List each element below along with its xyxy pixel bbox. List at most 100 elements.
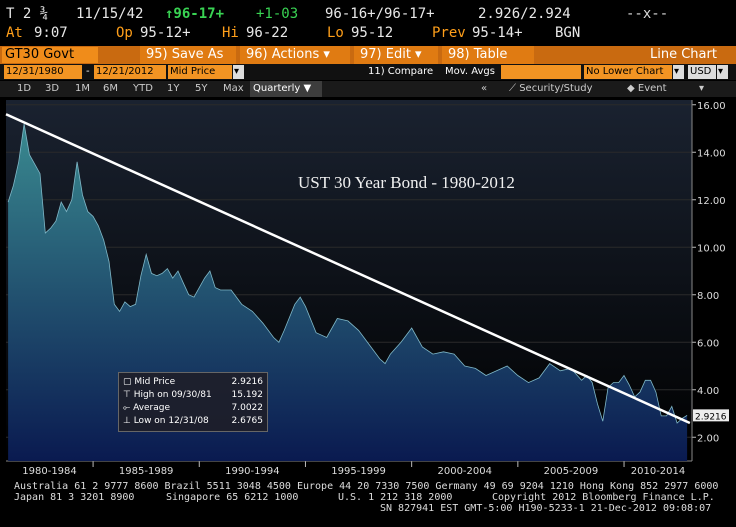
edit-label: 97) Edit ▾: [360, 47, 422, 62]
quote-header: T 2 ¾ 11/15/42 ↑96-17+ +1-03 96-16+/96-1…: [0, 0, 736, 46]
footer-copyright: Copyright 2012 Bloomberg Finance L.P.: [492, 492, 715, 503]
collapse-button[interactable]: «: [481, 83, 488, 94]
last-value-label: 2.9216: [695, 412, 727, 422]
x-tick-label: 2000-2004: [437, 466, 492, 477]
maturity: 11/15/42: [76, 6, 144, 22]
tab-6m[interactable]: 6M: [103, 83, 118, 94]
legend-value-high: 15.192: [231, 390, 264, 400]
chart-controls: 12/31/1980 - 12/21/2012 Mid Price ▾ 11) …: [0, 64, 736, 80]
bid-ask: 96-16+/96-17+: [325, 6, 435, 22]
y-tick-label: 10.00: [697, 243, 726, 254]
line-series-mid-price: [7, 123, 688, 424]
view-title: Line Chart: [650, 47, 717, 62]
y-tick-label: 2.00: [697, 433, 719, 444]
high-label: Hi: [222, 25, 239, 41]
low-label: Lo: [327, 25, 344, 41]
legend-row-low: ⊥ Low on 12/31/08 2.6765: [123, 415, 263, 427]
footer-japan: Japan 81 3 3201 8900: [14, 492, 135, 503]
table-button[interactable]: 98) Table: [442, 46, 534, 64]
trend-line: [5, 113, 691, 425]
legend-row-high: ⊤ High on 09/30/81 15.192: [123, 389, 263, 401]
legend-label-mid: Mid Price: [134, 377, 176, 387]
legend-row-mid: ▢ Mid Price 2.9216: [123, 376, 263, 388]
open-label: Op: [116, 25, 133, 41]
mov-avgs-field[interactable]: [501, 65, 581, 79]
chart-annotation-title: UST 30 Year Bond - 1980-2012: [298, 173, 515, 192]
tab-1d[interactable]: 1D: [17, 83, 32, 94]
end-date-field[interactable]: 12/21/2012: [94, 65, 166, 79]
legend-label-high: High on 09/30/81: [133, 390, 212, 400]
footer: Australia 61 2 9777 8600 Brazil 5511 304…: [0, 479, 736, 527]
currency-select[interactable]: USD: [688, 65, 716, 79]
edit-menu[interactable]: 97) Edit ▾: [354, 46, 438, 64]
x-tick-label: 1995-1999: [331, 466, 386, 477]
settings-dropdown[interactable]: ▾: [699, 83, 705, 94]
x-tick-label: 1985-1989: [119, 466, 174, 477]
last-value-tag: [693, 409, 729, 422]
start-date-field[interactable]: 12/31/1980: [4, 65, 82, 79]
y-tick-label: 6.00: [697, 338, 719, 349]
net-change: +1-03: [256, 6, 299, 22]
dash-indicator: --x--: [626, 6, 669, 22]
chart-line-icon: ⟋: [509, 83, 520, 94]
quote-time: 9:07: [34, 25, 68, 41]
currency-dropdown-icon[interactable]: ▾: [717, 65, 728, 79]
x-tick-label: 2005-2009: [544, 466, 599, 477]
security-input[interactable]: GT30 Govt: [2, 47, 98, 63]
prev-label: Prev: [432, 25, 466, 41]
event-button[interactable]: ◆ Event: [624, 81, 670, 97]
lower-chart-select[interactable]: No Lower Chart: [584, 65, 672, 79]
actions-label: 96) Actions ▾: [246, 47, 330, 62]
legend-value-avg: 7.0022: [231, 403, 264, 413]
function-toolbar: GT30 Govt 95) Save As 96) Actions ▾ 97) …: [0, 46, 736, 64]
period-select[interactable]: Quarterly ▼: [250, 81, 322, 97]
actions-menu[interactable]: 96) Actions ▾: [240, 46, 350, 64]
line-chart: 2.00 4.00 6.00 8.00 10.00 12.00 14.00 16.00 1980…: [0, 97, 736, 479]
table-label: 98) Table: [448, 47, 508, 62]
period-tabs: 1D 3D 1M 6M YTD 1Y 5Y Max Quarterly ▼ « …: [0, 81, 736, 97]
security-study-button[interactable]: ⟋ Security/Study: [506, 81, 596, 97]
footer-session: SN 827941 EST GMT-5:00 H190-5233-1 21-De…: [380, 503, 712, 514]
legend-value-low: 2.6765: [231, 416, 264, 426]
last-price: ↑96-17+: [165, 6, 225, 22]
legend-swatch-icon: ▢: [123, 377, 135, 387]
y-tick-label: 14.00: [697, 148, 726, 159]
mov-avgs-button[interactable]: Mov. Avgs: [445, 66, 495, 77]
tab-max[interactable]: Max: [223, 83, 244, 94]
save-as-button[interactable]: 95) Save As: [140, 46, 236, 64]
tab-1y[interactable]: 1Y: [167, 83, 180, 94]
avg-marker-icon: ⟜: [123, 403, 134, 413]
legend-label-low: Low on 12/31/08: [133, 416, 209, 426]
save-as-label: 95) Save As: [146, 47, 224, 62]
high-price: 96-22: [246, 25, 289, 41]
x-tick-label: 1990-1994: [225, 466, 280, 477]
footer-singapore: Singapore 65 6212 1000: [166, 492, 299, 503]
open-price: 95-12+: [140, 25, 191, 41]
legend-value-mid: 2.9216: [231, 377, 264, 387]
event-icon: ◆: [627, 83, 638, 94]
y-tick-label: 16.00: [697, 101, 726, 112]
legend-row-avg: ⟜ Average 7.0022: [123, 402, 263, 414]
price-type-select[interactable]: Mid Price: [168, 65, 232, 79]
event-label: Event: [637, 83, 667, 94]
ticker: T 2 ¾: [6, 6, 49, 22]
tab-5y[interactable]: 5Y: [195, 83, 208, 94]
at-label: At: [6, 25, 23, 41]
tab-ytd[interactable]: YTD: [133, 83, 153, 94]
footer-contacts-line1: Australia 61 2 9777 8600 Brazil 5511 304…: [14, 481, 719, 492]
footer-us: U.S. 1 212 318 2000: [338, 492, 453, 503]
tab-3d[interactable]: 3D: [45, 83, 60, 94]
legend-label-avg: Average: [133, 403, 171, 413]
x-tick-label: 1980-1984: [22, 466, 77, 477]
legend-box: ▢ Mid Price 2.9216 ⊤ High on 09/30/81 15…: [118, 372, 268, 432]
high-marker-icon: ⊤: [123, 390, 134, 400]
tab-1m[interactable]: 1M: [75, 83, 90, 94]
low-marker-icon: ⊥: [123, 416, 134, 426]
compare-button[interactable]: 11) Compare: [368, 66, 434, 77]
price-type-dropdown-icon[interactable]: ▾: [233, 65, 244, 79]
low-price: 95-12: [351, 25, 394, 41]
y-tick-label: 4.00: [697, 386, 719, 397]
lower-chart-dropdown-icon[interactable]: ▾: [673, 65, 684, 79]
y-tick-label: 12.00: [697, 196, 726, 207]
chart-svg: 2.00 4.00 6.00 8.00 10.00 12.00 14.00 16.00 1980…: [5, 100, 729, 477]
